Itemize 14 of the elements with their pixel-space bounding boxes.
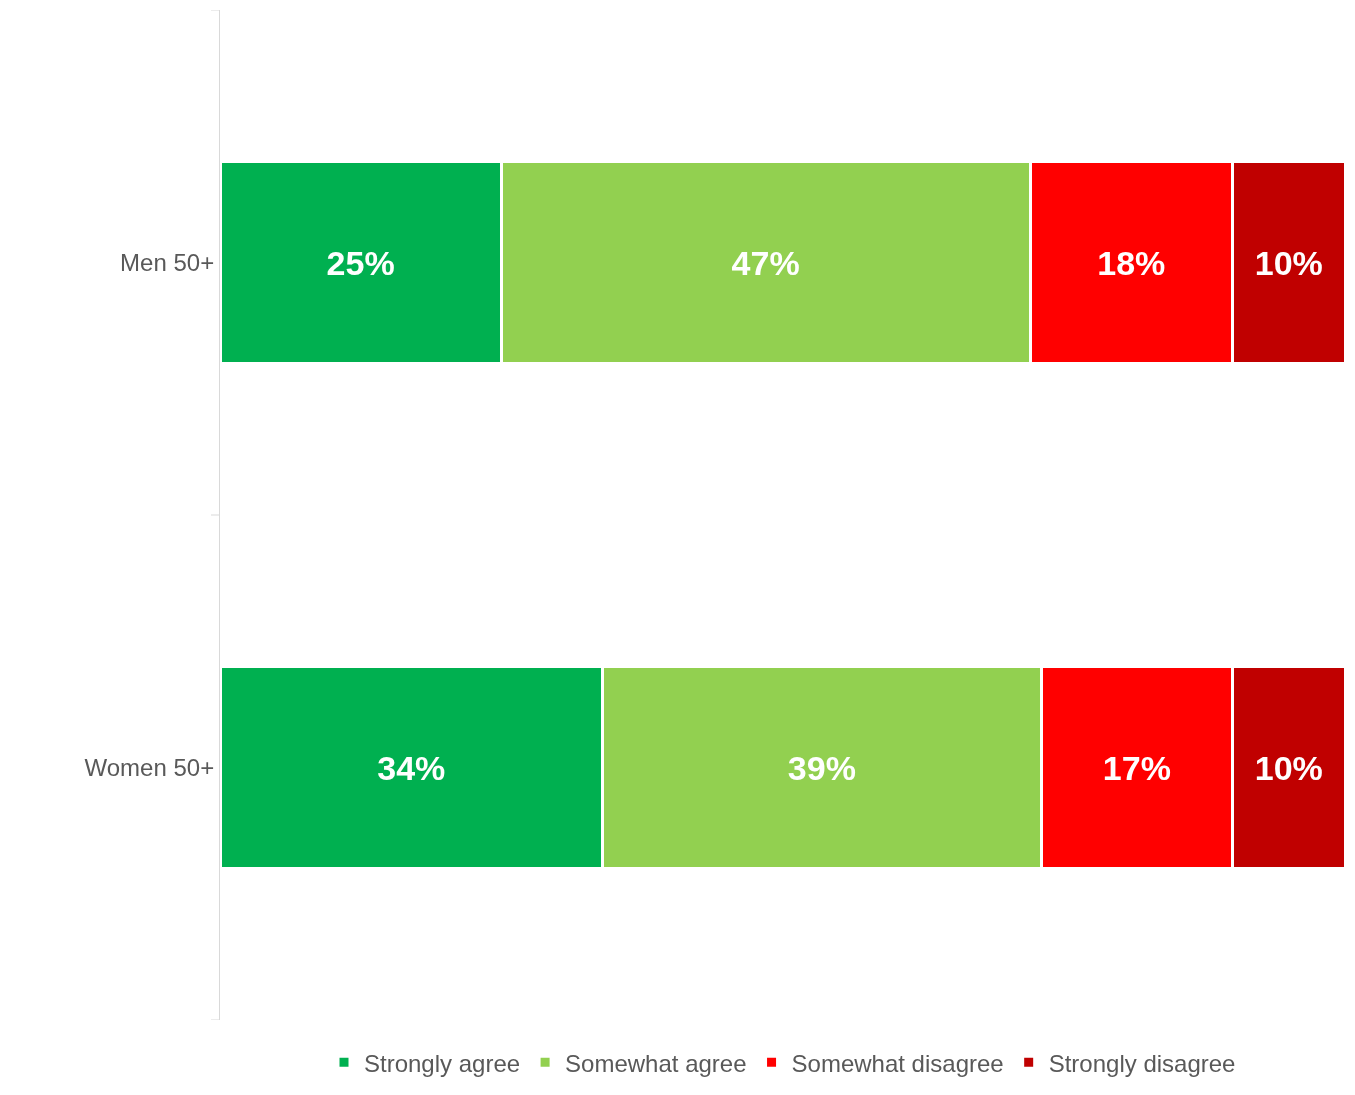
data-label: 17%	[1102, 748, 1171, 787]
legend-label: Somewhat agree	[565, 1049, 747, 1077]
legend-label: Strongly disagree	[1048, 1049, 1236, 1077]
data-label: 47%	[731, 243, 800, 282]
legend-label: Somewhat disagree	[791, 1049, 1004, 1077]
data-label: 10%	[1254, 243, 1323, 282]
data-label: 10%	[1254, 748, 1323, 787]
data-label: 34%	[377, 748, 446, 787]
data-label: 39%	[787, 748, 856, 787]
y-tick-label: Women 50+	[84, 753, 215, 781]
data-label: 18%	[1097, 243, 1166, 282]
legend-label: Strongly agree	[364, 1049, 521, 1077]
data-label: 25%	[326, 243, 395, 282]
y-tick-label: Men 50+	[120, 248, 215, 276]
